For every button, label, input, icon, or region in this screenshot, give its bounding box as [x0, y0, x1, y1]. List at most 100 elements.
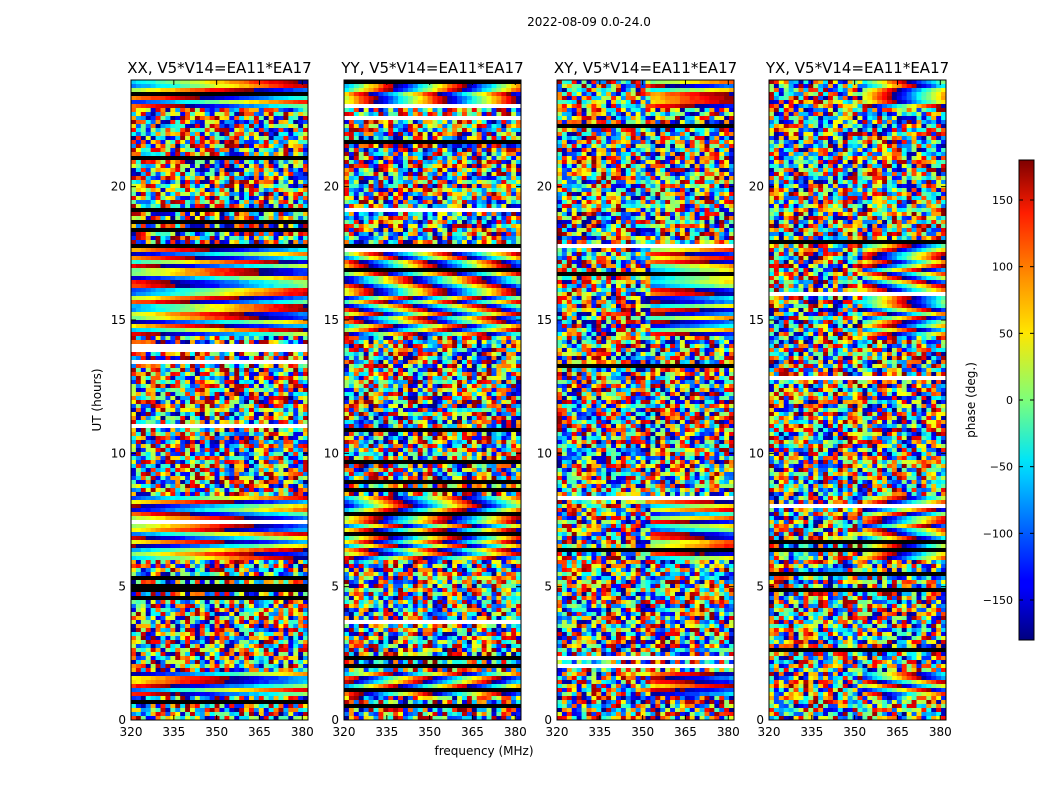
phase-cell	[259, 260, 264, 264]
phase-cell	[205, 408, 210, 412]
phase-cell	[156, 128, 161, 132]
phase-cell	[269, 88, 274, 92]
phase-cell	[190, 88, 195, 92]
phase-cell	[210, 300, 215, 304]
phase-cell	[175, 168, 180, 172]
phase-cell	[215, 172, 220, 176]
phase-cell	[283, 380, 288, 384]
phase-cell	[210, 284, 215, 288]
phase-cell	[279, 420, 284, 424]
phase-cell	[146, 180, 151, 184]
phase-cell	[244, 100, 249, 104]
phase-cell	[141, 168, 146, 172]
phase-cell	[185, 384, 190, 388]
phase-cell	[220, 108, 225, 112]
phase-cell	[254, 152, 259, 156]
phase-cell	[185, 396, 190, 400]
phase-cell	[185, 308, 190, 312]
phase-cell	[293, 292, 298, 296]
phase-cell	[205, 192, 210, 196]
phase-cell	[205, 232, 210, 236]
phase-cell	[210, 84, 215, 88]
phase-cell	[151, 140, 156, 144]
phase-cell	[165, 284, 170, 288]
phase-cell	[151, 352, 156, 356]
phase-cell	[244, 296, 249, 300]
phase-cell	[156, 84, 161, 88]
phase-cell	[131, 216, 136, 220]
phase-cell	[156, 248, 161, 252]
phase-cell	[141, 172, 146, 176]
phase-cell	[205, 180, 210, 184]
phase-cell	[249, 204, 254, 208]
phase-cell	[141, 356, 146, 360]
phase-cell	[151, 120, 156, 124]
phase-cell	[234, 112, 239, 116]
phase-cell	[151, 324, 156, 328]
phase-cell	[224, 144, 229, 148]
phase-cell	[165, 120, 170, 124]
phase-cell	[146, 152, 151, 156]
phase-cell	[220, 320, 225, 324]
phase-cell	[283, 260, 288, 264]
phase-cell	[279, 372, 284, 376]
phase-cell	[288, 184, 293, 188]
phase-cell	[220, 240, 225, 244]
phase-cell	[165, 184, 170, 188]
phase-cell	[283, 200, 288, 204]
phase-cell	[131, 108, 136, 112]
phase-cell	[165, 352, 170, 356]
phase-cell	[156, 292, 161, 296]
phase-cell	[156, 264, 161, 268]
phase-cell	[175, 136, 180, 140]
phase-cell	[224, 292, 229, 296]
phase-cell	[259, 396, 264, 400]
phase-cell	[200, 96, 205, 100]
phase-cell	[185, 120, 190, 124]
phase-cell	[170, 120, 175, 124]
phase-cell	[175, 232, 180, 236]
phase-cell	[180, 380, 185, 384]
phase-cell	[264, 308, 269, 312]
phase-cell	[239, 428, 244, 432]
phase-image	[131, 80, 308, 720]
phase-cell	[298, 288, 303, 292]
phase-cell	[195, 108, 200, 112]
phase-cell	[136, 312, 141, 316]
phase-cell	[195, 380, 200, 384]
phase-cell	[185, 176, 190, 180]
phase-cell	[151, 144, 156, 148]
phase-cell	[293, 328, 298, 332]
phase-cell	[210, 324, 215, 328]
phase-cell	[269, 312, 274, 316]
phase-cell	[141, 372, 146, 376]
phase-cell	[161, 392, 166, 396]
phase-cell	[170, 388, 175, 392]
phase-cell	[224, 216, 229, 220]
phase-cell	[170, 292, 175, 296]
phase-cell	[220, 256, 225, 260]
phase-cell	[175, 276, 180, 280]
phase-cell	[229, 108, 234, 112]
phase-cell	[151, 268, 156, 272]
phase-cell	[141, 284, 146, 288]
phase-cell	[249, 232, 254, 236]
phase-cell	[170, 112, 175, 116]
phase-cell	[264, 124, 269, 128]
phase-cell	[283, 196, 288, 200]
phase-cell	[293, 184, 298, 188]
phase-cell	[244, 140, 249, 144]
phase-cell	[185, 268, 190, 272]
phase-cell	[264, 144, 269, 148]
phase-cell	[141, 368, 146, 372]
phase-cell	[200, 412, 205, 416]
phase-cell	[131, 404, 136, 408]
phase-cell	[224, 400, 229, 404]
phase-cell	[165, 100, 170, 104]
phase-cell	[249, 416, 254, 420]
phase-cell	[136, 100, 141, 104]
phase-cell	[175, 372, 180, 376]
phase-cell	[254, 376, 259, 380]
phase-cell	[210, 192, 215, 196]
phase-cell	[195, 164, 200, 168]
